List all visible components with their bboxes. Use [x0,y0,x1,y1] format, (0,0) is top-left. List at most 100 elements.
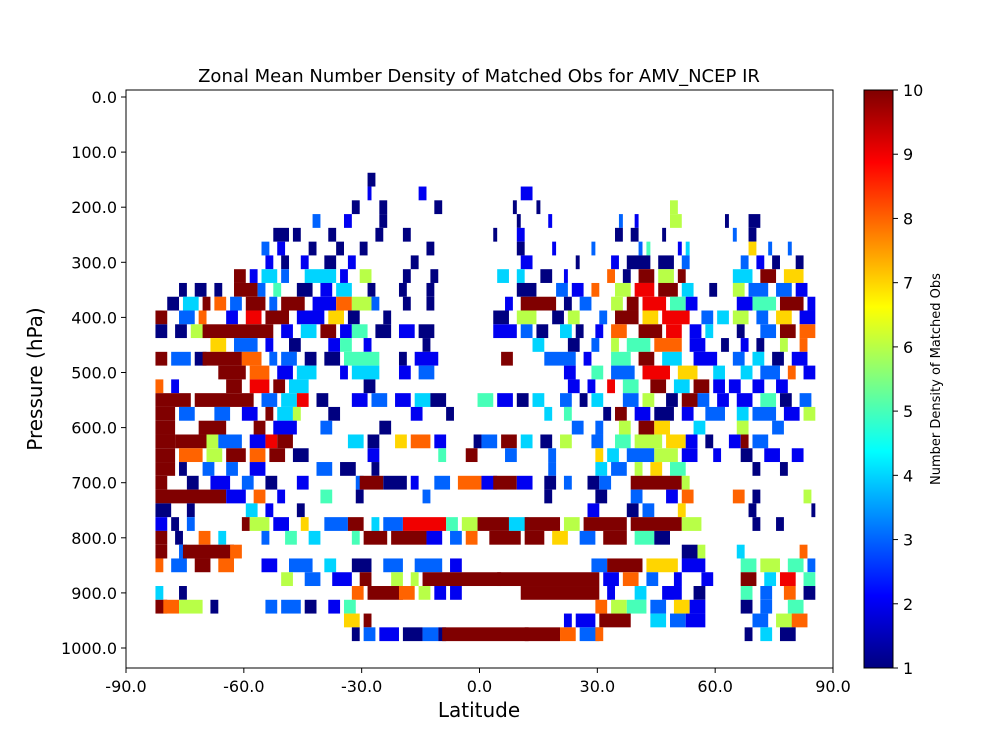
heatmap-cell [316,462,333,476]
heatmap-cell [179,599,203,614]
heatmap-cell [634,434,663,449]
heatmap-cell [760,393,777,407]
heatmap-cell [591,365,604,380]
heatmap-cell [787,599,804,614]
heatmap-cell [383,310,392,325]
heatmap-cell [340,462,356,476]
heatmap-cell [595,420,604,435]
heatmap-cell [379,200,388,215]
heatmap-cell [567,379,580,394]
heatmap-cell [520,586,600,600]
heatmap-cell [560,434,572,449]
heatmap-cell [304,599,317,614]
heatmap-cell [249,365,270,380]
y-tick-label: 800.0 [71,529,117,548]
heatmap-cell [426,530,443,545]
heatmap-cell [556,282,568,297]
heatmap-cell [359,241,368,256]
heatmap-cells [155,172,816,642]
heatmap-cell [414,351,439,366]
heatmap-cell [155,599,168,614]
colorbar-tick-label: 2 [903,595,913,614]
heatmap-cell [740,599,753,614]
heatmap-cell [261,269,278,283]
heatmap-cell [536,200,541,215]
heatmap-cell [595,462,608,476]
heatmap-cell [591,393,604,407]
heatmap-cell [642,503,655,518]
heatmap-cell [402,227,411,242]
heatmap-cell [563,613,572,628]
heatmap-cell [285,530,297,545]
heatmap-cell [579,627,600,642]
heatmap-cell [300,324,317,339]
heatmap-cell [630,227,639,242]
heatmap-cell [171,379,180,394]
heatmap-cell [748,282,769,297]
heatmap-cell [776,613,796,628]
heatmap-cell [776,379,788,394]
heatmap-cell [654,420,670,435]
heatmap-cell [618,420,631,435]
heatmap-cell [618,214,623,228]
heatmap-cell [532,393,545,407]
heatmap-cell [343,613,360,628]
colorbar-tick-label: 6 [903,338,913,357]
heatmap-cell [320,324,337,339]
heatmap-cell [300,517,309,531]
heatmap-cell [430,393,447,407]
heatmap-cell [591,282,600,297]
heatmap-cell [296,475,309,490]
heatmap-cell [249,462,266,476]
heatmap-cell [756,338,765,352]
heatmap-cell [363,338,372,352]
y-tick-label: 1000.0 [61,639,117,658]
heatmap-cell [226,448,246,463]
heatmap-cell [363,530,388,545]
heatmap-cell [426,282,435,297]
heatmap-cell [277,241,286,256]
heatmap-cell [163,599,180,614]
heatmap-cell [426,241,435,256]
heatmap-cell [402,517,447,531]
heatmap-cell [791,613,808,628]
heatmap-cell [544,406,553,421]
heatmap-cell [367,172,376,187]
heatmap-cell [615,310,639,325]
heatmap-cell [803,406,816,421]
heatmap-cell [760,324,777,339]
heatmap-cell [673,599,690,614]
heatmap-cell [744,627,753,642]
heatmap-cell [410,434,431,449]
heatmap-cell [544,489,553,504]
heatmap-cell [717,310,729,325]
heatmap-cell [666,489,678,504]
heatmap-cell [198,530,211,545]
y-tick-label: 400.0 [71,308,117,327]
heatmap-cell [179,462,187,476]
heatmap-cell [265,255,274,270]
heatmap-cell [705,406,725,421]
heatmap-cell [595,627,604,642]
heatmap-cell [155,351,168,366]
y-tick-label: 300.0 [71,253,117,272]
heatmap-cell [748,503,757,518]
heatmap-cell [175,530,183,545]
heatmap-cell [430,269,439,283]
heatmap-cell [603,572,619,587]
y-tick-label: 200.0 [71,198,117,217]
heatmap-cell [760,586,773,600]
y-axis-ticks: 0.0 100.0 200.0 300.0 400.0 500.0 600.0 700.0 80… [61,88,126,658]
heatmap-cell [446,517,458,531]
heatmap-cell [328,599,341,614]
heatmap-cell [662,310,690,325]
heatmap-cell [776,310,792,325]
heatmap-cell [689,599,706,614]
heatmap-cell [791,448,804,463]
heatmap-cell [705,324,714,339]
heatmap-cell [265,599,278,614]
heatmap-cell [634,530,655,545]
heatmap-cell [571,420,584,435]
heatmap-cell [450,558,462,573]
heatmap-cell [579,530,596,545]
